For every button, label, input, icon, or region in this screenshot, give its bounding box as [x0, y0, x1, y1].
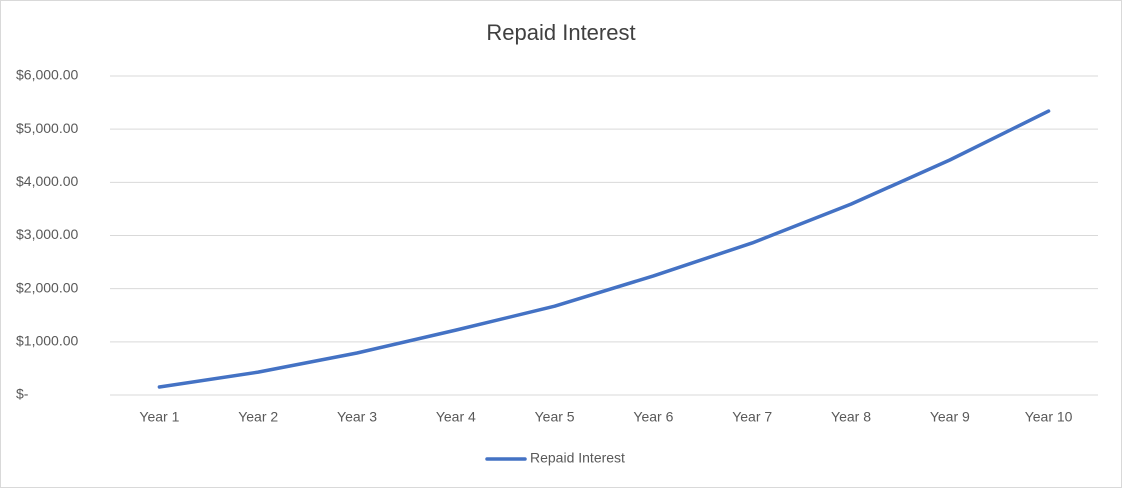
y-tick-label: $6,000.00 [16, 67, 78, 83]
x-tick-label: Year 7 [732, 409, 772, 425]
y-tick-label: $- [16, 386, 29, 402]
x-tick-label: Year 2 [238, 409, 278, 425]
chart-title: Repaid Interest [486, 20, 635, 45]
x-tick-label: Year 3 [337, 409, 377, 425]
y-tick-label: $2,000.00 [16, 279, 78, 295]
y-tick-label: $3,000.00 [16, 226, 78, 242]
x-tick-label: Year 8 [831, 409, 871, 425]
x-tick-label: Year 4 [436, 409, 476, 425]
legend-label: Repaid Interest [530, 450, 625, 466]
y-tick-label: $1,000.00 [16, 333, 78, 349]
x-tick-label: Year 1 [139, 409, 179, 425]
y-tick-label: $4,000.00 [16, 173, 78, 189]
y-tick-label: $5,000.00 [16, 120, 78, 136]
x-tick-label: Year 6 [633, 409, 673, 425]
x-tick-label: Year 5 [535, 409, 575, 425]
x-tick-label: Year 9 [930, 409, 970, 425]
data-line [157, 109, 1051, 389]
x-tick-label: Year 10 [1025, 409, 1073, 425]
